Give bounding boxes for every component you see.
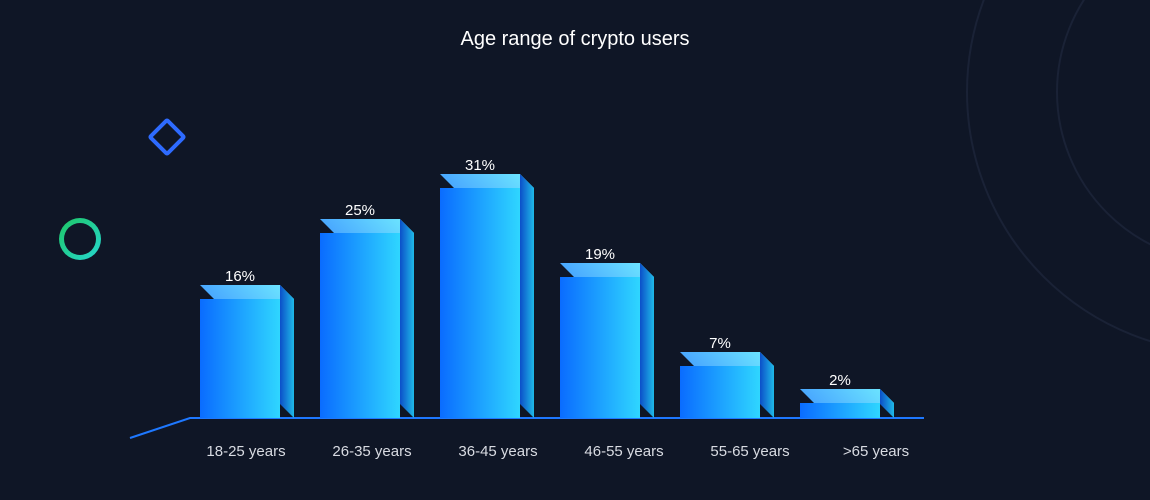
bar: 16% — [200, 268, 280, 418]
bar-value-label: 16% — [225, 268, 255, 285]
category-label: 55-65 years — [704, 443, 790, 460]
category-label: 26-35 years — [326, 443, 412, 460]
decoration-ring-icon — [59, 218, 101, 260]
category-label: 36-45 years — [452, 443, 538, 460]
bar-value-label: 31% — [465, 157, 495, 174]
bar: 7% — [680, 335, 760, 418]
category-label: 46-55 years — [578, 443, 664, 460]
category-label: 18-25 years — [200, 443, 286, 460]
bar: 19% — [560, 246, 640, 418]
bar: 31% — [440, 157, 520, 418]
bar-group: 16% 25% 31% 19% 7% 2% — [200, 157, 880, 418]
bar-value-label: 2% — [829, 372, 851, 389]
bar: 2% — [800, 372, 880, 418]
bar-value-label: 7% — [709, 335, 731, 352]
category-label: >65 years — [830, 443, 916, 460]
bar: 25% — [320, 202, 400, 418]
decoration-diamond-icon — [147, 117, 187, 157]
bar-value-label: 25% — [345, 202, 375, 219]
category-labels: 18-25 years 26-35 years 36-45 years 46-55 y… — [200, 443, 916, 460]
bar-value-label: 19% — [585, 246, 615, 263]
